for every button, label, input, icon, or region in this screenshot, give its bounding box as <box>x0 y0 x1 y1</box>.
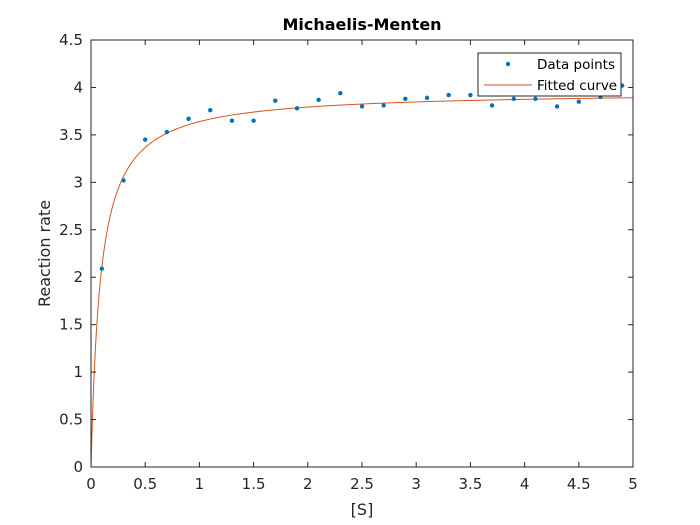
plot-area <box>91 40 633 467</box>
data-point <box>186 116 191 121</box>
data-point <box>489 103 495 108</box>
x-tick-label: 0 <box>86 475 96 493</box>
y-tick-label: 0.5 <box>59 411 83 429</box>
x-tick-label: 2 <box>303 475 313 493</box>
x-tick-label: 2.5 <box>350 475 374 493</box>
data-point <box>359 104 365 109</box>
data-point <box>554 104 560 109</box>
data-point <box>273 98 278 103</box>
data-point <box>229 118 235 123</box>
data-point <box>121 178 126 183</box>
y-tick-label: 2.5 <box>59 221 83 239</box>
data-point <box>468 92 473 98</box>
x-tick-label: 4 <box>520 475 530 493</box>
legend-label-fitted-curve: Fitted curve <box>537 78 617 94</box>
data-point <box>446 92 451 98</box>
x-tick-label: 3.5 <box>458 475 482 493</box>
chart-title: Michaelis-Menten <box>282 15 441 34</box>
data-point <box>208 108 213 113</box>
x-tick-label: 1 <box>195 475 205 493</box>
y-tick-label: 1.5 <box>59 316 83 334</box>
x-tick-label: 5 <box>628 475 638 493</box>
x-axis-label: [S] <box>351 500 374 519</box>
legend: Data points Fitted curve <box>477 52 622 97</box>
y-tick-label: 4.5 <box>59 31 83 49</box>
y-tick-label: 2 <box>73 268 83 286</box>
data-point <box>99 266 105 271</box>
data-point <box>424 95 430 101</box>
data-point <box>511 96 516 102</box>
data-point <box>533 96 538 102</box>
legend-marker-data-points <box>505 61 511 67</box>
x-tick-label: 4.5 <box>567 475 591 493</box>
x-tick-label: 3 <box>411 475 421 493</box>
data-point <box>143 137 148 142</box>
legend-label-data-points: Data points <box>537 57 615 73</box>
x-tick-label: 1.5 <box>242 475 266 493</box>
y-axis-label: Reaction rate <box>35 200 54 307</box>
data-point <box>403 96 408 102</box>
y-tick-label: 3 <box>73 173 83 191</box>
data-point <box>316 97 321 102</box>
y-tick-label: 3.5 <box>59 126 83 144</box>
y-tick-label: 1 <box>73 363 83 381</box>
fitted-curve-line <box>91 97 633 467</box>
data-point <box>251 118 256 123</box>
x-tick-label: 0.5 <box>133 475 157 493</box>
data-point <box>381 103 386 108</box>
y-tick-label: 0 <box>73 458 83 476</box>
legend-box <box>477 52 622 97</box>
data-point <box>576 99 581 104</box>
data-point <box>294 106 300 111</box>
y-tick-label: 4 <box>73 78 83 96</box>
data-point <box>164 129 170 135</box>
data-point <box>338 90 343 96</box>
